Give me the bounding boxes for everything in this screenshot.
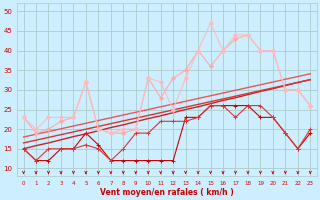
X-axis label: Vent moyen/en rafales ( km/h ): Vent moyen/en rafales ( km/h ) [100, 188, 234, 197]
